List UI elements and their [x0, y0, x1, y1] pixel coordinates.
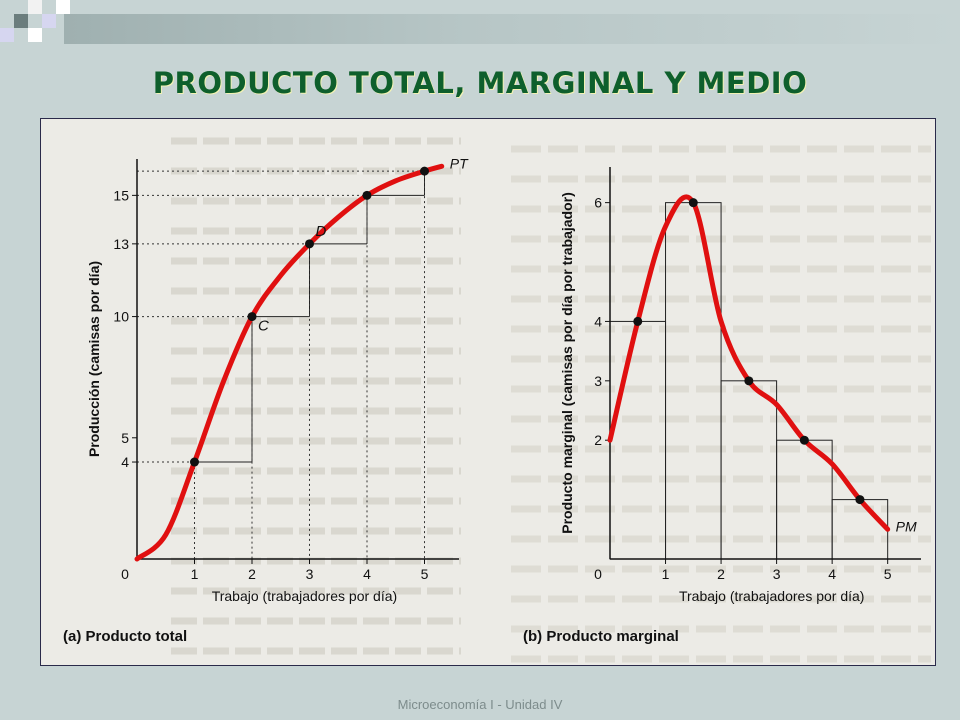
y-tick-label: 5 [121, 430, 129, 446]
slide-footer: Microeconomía I - Unidad IV [397, 697, 563, 712]
x-tick-label: 1 [191, 566, 199, 582]
chart-marginal-product: 0 1 2 3 4 5 2 3 4 6 Trabajo (trabajadores por día)… [523, 167, 921, 645]
y-axis-label: Producción (camisas por día) [86, 261, 102, 457]
data-point [744, 376, 754, 386]
x-tick-label: 2 [717, 566, 725, 582]
data-point [633, 316, 643, 326]
chart-total-product: 0 1 2 3 4 5 4 5 10 13 15 Trabajo (trabajadores por … [63, 155, 469, 645]
data-point [190, 457, 199, 467]
deco-square [14, 14, 28, 28]
x-tick-label: 3 [306, 566, 314, 582]
chart-caption: (b) Producto marginal [523, 628, 679, 645]
y-tick-label: 3 [594, 373, 602, 389]
deco-square [0, 28, 14, 42]
deco-square [28, 0, 42, 14]
y-tick-label: 13 [113, 236, 129, 252]
header-bar [64, 14, 960, 44]
x-tick-label: 4 [828, 566, 836, 582]
series-name-label: PT [450, 155, 469, 171]
y-tick-label: 10 [113, 309, 129, 325]
textbook-figure-photo: 0 1 2 3 4 5 4 5 10 13 15 Trabajo (trabajadores por … [40, 118, 936, 666]
point-label-c: C [258, 318, 269, 335]
data-point [305, 239, 314, 249]
data-point [420, 166, 429, 176]
slide-title: PRODUCTO TOTAL, MARGINAL Y MEDIO [152, 66, 808, 100]
data-point [362, 190, 372, 200]
x-axis-label: Trabajo (trabajadores por día) [679, 588, 864, 604]
chart-caption: (a) Producto total [63, 628, 187, 645]
x-tick-label: 2 [248, 566, 256, 582]
x-tick-label: 1 [662, 566, 670, 582]
x-tick-label: 0 [594, 566, 602, 582]
data-point [688, 198, 698, 208]
data-point [799, 435, 809, 445]
series-curve-pm [607, 194, 891, 532]
y-tick-label: 2 [594, 432, 602, 448]
data-point [855, 495, 865, 505]
deco-square [42, 14, 56, 28]
y-tick-label: 6 [594, 195, 602, 211]
series-curve-pt [134, 163, 445, 562]
y-axis-label: Producto marginal (camisas por día por t… [559, 192, 575, 534]
deco-square [28, 28, 42, 42]
x-tick-label: 0 [121, 566, 129, 582]
series-name-label: PM [896, 518, 917, 534]
x-axis-label: Trabajo (trabajadores por día) [212, 588, 397, 604]
x-tick-label: 5 [884, 566, 892, 582]
background-text-lines [41, 119, 935, 665]
y-tick-label: 4 [121, 454, 129, 470]
deco-square [56, 0, 70, 14]
x-tick-label: 3 [773, 566, 781, 582]
x-tick-label: 5 [421, 566, 429, 582]
data-point [247, 312, 257, 322]
y-tick-label: 15 [113, 187, 129, 203]
x-tick-label: 4 [363, 566, 371, 582]
y-tick-label: 4 [594, 313, 602, 329]
point-label-d: D [316, 223, 327, 240]
